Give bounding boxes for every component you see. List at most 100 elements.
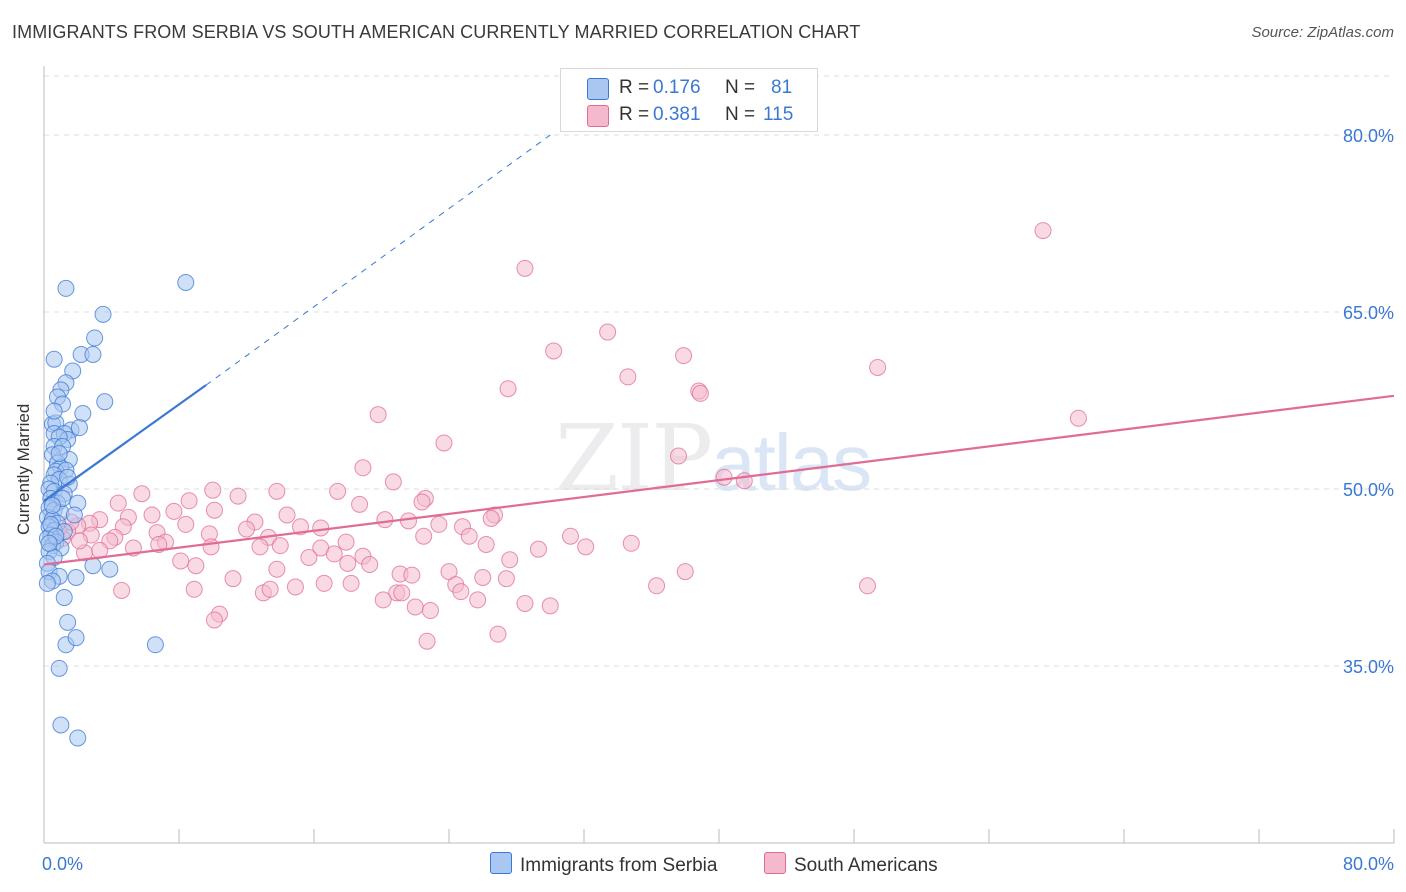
serbia-point <box>69 729 87 747</box>
south-american-point <box>430 515 448 533</box>
serbia-point <box>52 716 70 734</box>
legend-n-label: N = <box>725 104 756 125</box>
south-american-point <box>400 512 417 530</box>
south-american-point <box>172 552 190 570</box>
south-american-point <box>177 515 195 533</box>
south-american-point <box>374 591 392 609</box>
south-american-point <box>339 554 357 572</box>
serbia-point <box>43 497 61 515</box>
serbia-point <box>70 419 88 437</box>
south-american-point <box>312 519 330 537</box>
serbia-point <box>38 574 56 592</box>
south-american-point <box>329 482 347 500</box>
south-american-point <box>361 556 379 574</box>
south-american-trend-line <box>43 394 1395 566</box>
serbia-point <box>45 350 63 368</box>
serbia-point <box>57 279 75 297</box>
south-american-point <box>421 602 439 620</box>
legend-r-label: R = <box>619 77 650 98</box>
serbia-point <box>65 506 83 524</box>
legend-swatch-serbia <box>587 78 609 100</box>
south-american-point <box>474 569 492 586</box>
south-american-point <box>489 625 507 643</box>
south-american-point <box>670 447 687 465</box>
south-american-point <box>325 545 343 563</box>
watermark: ZIPatlas <box>555 405 872 512</box>
bottom-legend-swatch-south-americans <box>764 852 786 874</box>
legend-swatch-south-americans <box>587 105 609 127</box>
south-american-point <box>342 574 360 592</box>
south-american-point <box>238 520 255 538</box>
south-american-point <box>224 570 242 588</box>
serbia-point <box>59 613 77 631</box>
south-american-point <box>229 487 247 505</box>
south-american-point <box>113 581 131 599</box>
south-american-point <box>204 481 222 499</box>
south-american-point <box>268 482 286 500</box>
south-american-point <box>599 323 617 341</box>
correlation-legend: R = 0.176 N = 81 R = 0.381 N = 115 <box>560 68 818 132</box>
south-american-point <box>529 540 547 558</box>
legend-n-label: N = <box>725 77 756 98</box>
serbia-point <box>45 402 63 420</box>
south-american-point <box>497 570 515 588</box>
south-american-point <box>452 583 470 601</box>
x-tick-label: 80.0% <box>1343 854 1394 874</box>
bottom-legend-swatch-serbia <box>490 852 512 874</box>
serbia-point <box>74 404 92 422</box>
south-american-point <box>271 537 289 555</box>
south-american-point <box>337 533 355 551</box>
serbia-point <box>86 329 104 347</box>
south-american-point <box>109 494 127 512</box>
south-american-point <box>143 506 161 524</box>
south-american-point <box>376 511 394 529</box>
south-american-point <box>300 548 318 566</box>
serbia-point <box>55 589 73 607</box>
south-american-point <box>384 473 402 491</box>
south-american-point <box>869 358 887 376</box>
serbia-point <box>101 560 119 578</box>
y-tick-label: 35.0% <box>1343 657 1394 677</box>
legend-n-value: 81 <box>771 77 793 98</box>
south-american-point <box>415 527 433 545</box>
serbia-point <box>94 305 112 323</box>
south-american-point <box>413 493 431 511</box>
chart-title: IMMIGRANTS FROM SERBIA VS SOUTH AMERICAN… <box>12 22 861 42</box>
south-american-point <box>205 611 223 629</box>
south-american-point <box>187 557 205 575</box>
south-american-point <box>477 535 495 553</box>
south-american-point <box>516 259 534 277</box>
south-american-point <box>354 459 372 477</box>
south-american-point <box>278 506 296 524</box>
south-american-point <box>460 527 478 545</box>
y-tick-label: 50.0% <box>1343 480 1394 500</box>
south-american-point <box>577 538 595 556</box>
south-american-point <box>1034 222 1052 240</box>
serbia-point <box>50 659 68 677</box>
bottom-legend-south-americans: South Americans <box>764 852 938 877</box>
serbia-point <box>84 345 102 363</box>
serbia-point <box>67 569 85 586</box>
south-american-point <box>501 551 519 569</box>
south-american-point <box>180 492 198 510</box>
south-american-point <box>393 584 411 602</box>
south-american-point <box>691 384 709 402</box>
serbia-point <box>146 636 164 654</box>
south-american-point <box>619 368 637 386</box>
south-american-point <box>369 406 387 424</box>
south-american-point <box>859 577 876 595</box>
south-american-point <box>648 577 666 595</box>
legend-r-value: 0.381 <box>653 104 701 125</box>
serbia-trend-extension <box>205 134 551 386</box>
legend-n-value: 115 <box>763 104 794 125</box>
legend-r-label: R = <box>619 104 650 125</box>
y-tick-label: 80.0% <box>1343 126 1394 146</box>
south-american-point <box>150 535 168 553</box>
south-american-point <box>403 566 421 584</box>
south-american-point <box>315 574 333 592</box>
bottom-legend-label-serbia: Immigrants from Serbia <box>520 855 718 876</box>
south-american-point <box>165 502 183 520</box>
south-american-point <box>469 591 487 609</box>
south-american-point <box>261 580 279 598</box>
